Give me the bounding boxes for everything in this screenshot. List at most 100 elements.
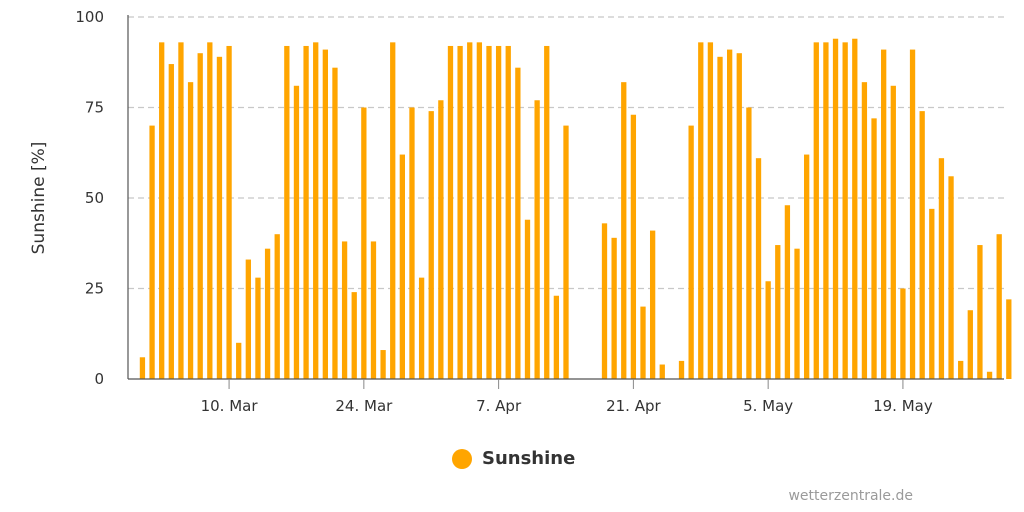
bar — [900, 288, 906, 379]
bar — [832, 38, 839, 379]
x-tick-label: 19. May — [873, 397, 933, 415]
bar — [159, 42, 165, 380]
bar — [553, 295, 560, 379]
bar — [544, 45, 550, 380]
bar — [611, 237, 617, 379]
bar — [534, 100, 540, 379]
bar — [1006, 299, 1012, 379]
bar — [977, 245, 983, 379]
x-tick-label: 21. Apr — [606, 397, 661, 415]
bar — [736, 53, 742, 379]
bar — [852, 38, 858, 379]
bar — [630, 114, 637, 380]
bar — [351, 292, 357, 379]
bar — [524, 219, 531, 379]
bar — [447, 45, 454, 380]
bar — [149, 125, 155, 379]
bar — [755, 158, 762, 379]
bar — [621, 82, 627, 379]
bar — [399, 154, 405, 379]
bar — [370, 241, 377, 379]
bar — [601, 223, 608, 379]
bar — [938, 158, 945, 379]
bar — [649, 230, 656, 379]
bar — [563, 125, 569, 379]
y-tick-label: 100 — [75, 8, 104, 26]
bar — [409, 107, 415, 379]
bar — [187, 82, 194, 379]
legend[interactable]: Sunshine — [452, 448, 575, 469]
bar — [919, 111, 925, 380]
bar — [197, 53, 203, 379]
bar — [495, 45, 502, 380]
bar — [274, 234, 280, 379]
bar — [476, 42, 483, 380]
bar — [813, 42, 819, 380]
y-tick-label: 75 — [85, 99, 104, 117]
y-tick-label: 0 — [94, 370, 104, 388]
bar — [707, 42, 714, 380]
bar — [284, 45, 290, 380]
y-tick-label: 50 — [85, 189, 104, 207]
bar — [765, 281, 771, 379]
bar — [255, 277, 261, 379]
bar — [640, 306, 646, 379]
x-tick-label: 10. Mar — [201, 397, 259, 415]
bar — [861, 82, 868, 379]
bar — [909, 49, 916, 380]
bar — [361, 107, 367, 379]
bar — [207, 42, 213, 380]
x-tick-label: 5. May — [743, 397, 793, 415]
bar — [746, 107, 752, 379]
bar — [698, 42, 704, 380]
bar — [486, 45, 492, 380]
bar — [322, 49, 328, 380]
bar — [341, 241, 348, 379]
bar — [178, 42, 184, 380]
bar — [515, 67, 521, 380]
bar — [958, 360, 964, 379]
legend-marker — [452, 448, 472, 469]
bar — [428, 111, 434, 380]
bar — [804, 154, 810, 379]
legend-label: Sunshine — [482, 448, 576, 469]
bar — [881, 49, 887, 380]
bar — [986, 371, 993, 379]
bar — [264, 248, 271, 379]
bar — [871, 118, 877, 380]
bar — [332, 67, 338, 380]
bar — [313, 42, 319, 380]
bar — [717, 56, 723, 379]
bar — [236, 342, 242, 379]
bar — [418, 277, 425, 379]
y-tick-label: 25 — [85, 280, 104, 298]
x-tick-label: 7. Apr — [476, 397, 522, 415]
bar — [438, 100, 444, 379]
bar — [505, 45, 511, 380]
bar — [303, 45, 309, 380]
bar — [996, 234, 1002, 379]
bar — [467, 42, 473, 380]
bar — [216, 56, 223, 379]
bar — [842, 42, 848, 380]
bar — [457, 45, 463, 380]
bar — [794, 248, 800, 379]
y-axis-title: Sunshine [%] — [29, 142, 49, 255]
bar — [775, 245, 781, 379]
bar — [659, 364, 665, 379]
bar — [678, 360, 685, 379]
bar — [245, 259, 251, 379]
credit-text[interactable]: wetterzentrale.de — [788, 488, 913, 504]
bar — [380, 350, 386, 379]
bar — [948, 176, 954, 379]
bar — [293, 85, 300, 379]
bar — [139, 357, 146, 379]
bar — [823, 42, 829, 380]
bar — [168, 64, 174, 379]
bar — [929, 208, 935, 379]
bar — [390, 42, 396, 380]
bar — [784, 205, 791, 379]
bar — [967, 310, 973, 379]
bar — [727, 49, 733, 380]
